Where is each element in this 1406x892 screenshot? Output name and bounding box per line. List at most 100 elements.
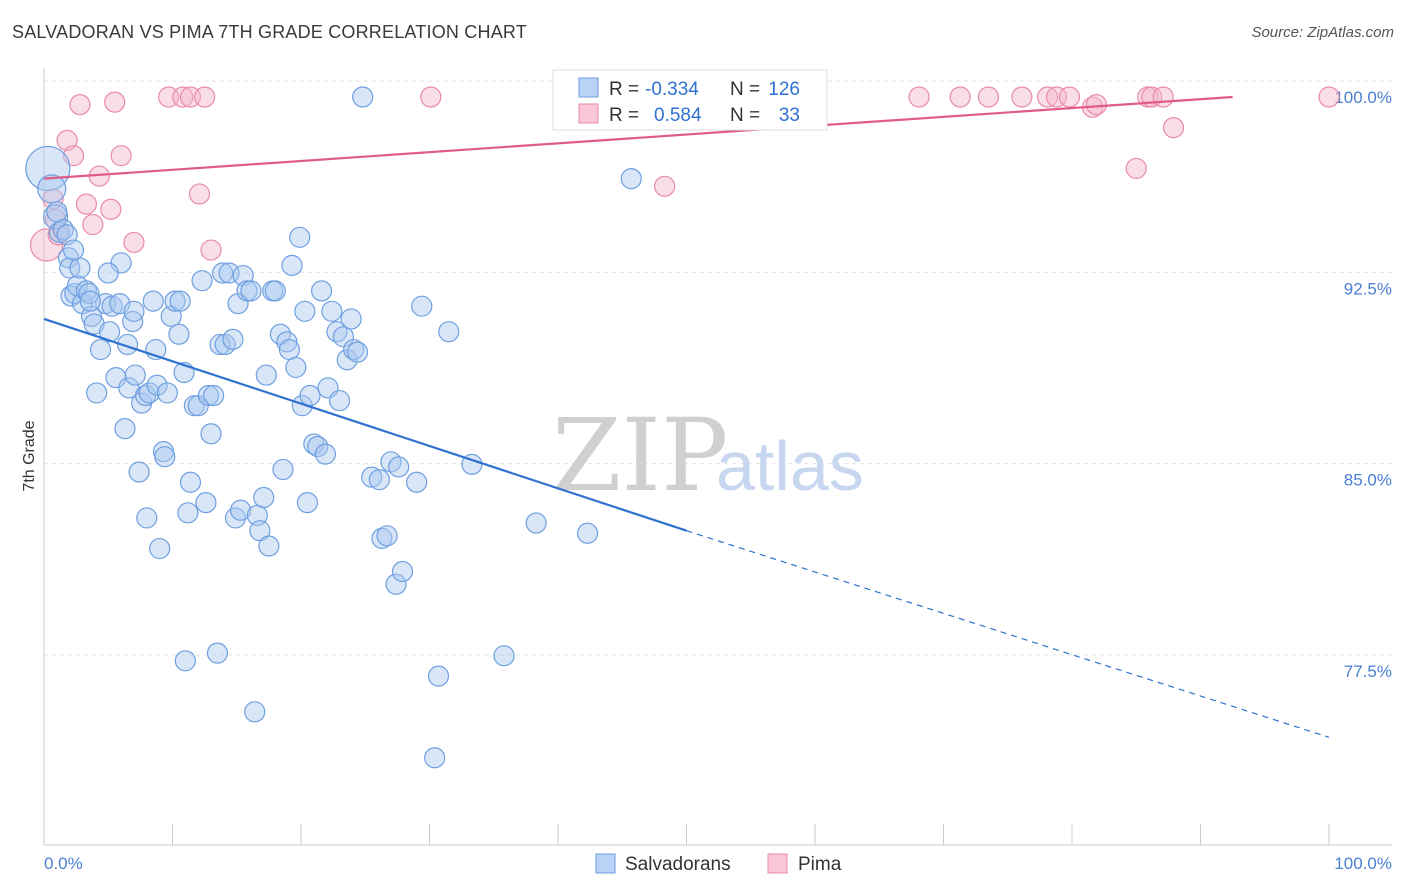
y-tick-label-1: 92.5%	[1344, 279, 1392, 298]
salvadoran-point-80	[281, 254, 303, 276]
salvadoran-point-75	[264, 280, 286, 302]
salvadoran-point-88	[307, 435, 329, 458]
salvadoran-point-21	[101, 295, 123, 317]
salvadoran-point-47	[177, 502, 199, 524]
salvadoran-point-17	[86, 382, 108, 404]
chart-title: SALVADORAN VS PIMA 7TH GRADE CORRELATION…	[12, 22, 527, 42]
salvadoran-point-79	[278, 338, 301, 361]
pima-point-12	[110, 145, 132, 167]
salvadoran-point-43	[164, 290, 186, 312]
salvadoran-point-95	[332, 326, 355, 348]
salvadoran-point-78	[276, 331, 298, 353]
salvadoran-point-0	[25, 145, 71, 192]
legend-swatch-pima	[578, 103, 599, 124]
salvadoran-point-26	[116, 333, 139, 356]
pima-trend-line	[43, 95, 1233, 180]
salvadoran-point-52	[195, 492, 217, 514]
pima-point-6	[69, 94, 91, 116]
axes	[43, 68, 1392, 846]
pima-point-10	[100, 198, 122, 220]
pima-point-36	[1318, 86, 1340, 108]
salvadoran-point-14	[78, 282, 100, 305]
pima-point-17	[188, 183, 211, 205]
salvadoran-point-61	[222, 328, 244, 350]
x-tick-label-min: 0.0%	[44, 854, 83, 873]
legend-n-label-1: N =	[730, 79, 760, 100]
pima-point-7	[75, 193, 98, 215]
legend-box: R = -0.334 N = 126 R = 0.584 N = 33	[552, 69, 828, 131]
salvadoran-point-124	[123, 300, 145, 322]
pima-point-31	[1125, 157, 1147, 180]
salvadoran-trend-extension	[686, 530, 1330, 738]
salvadoran-point-54	[200, 423, 222, 445]
salvadoran-point-109	[406, 471, 428, 493]
salvadoran-point-77	[272, 458, 294, 481]
salvadoran-point-100	[352, 86, 374, 108]
salvadoran-point-92	[321, 300, 343, 322]
salvadoran-point-51	[191, 270, 213, 292]
watermark-atlas: atlas	[716, 427, 864, 505]
salvadoran-point-98	[343, 338, 365, 361]
salvadoran-point-40	[154, 446, 176, 468]
y-tick-label-2: 85.0%	[1344, 471, 1392, 490]
pima-point-20	[420, 86, 442, 108]
salvadoran-point-125	[174, 650, 196, 672]
pima-point-21	[654, 175, 676, 197]
pima-point-28	[1058, 86, 1081, 108]
pima-point-19	[200, 239, 222, 261]
salvadoran-point-3	[48, 221, 71, 243]
pima-point-30	[1085, 94, 1108, 116]
salvadoran-point-97	[340, 308, 362, 330]
salvadoran-point-101	[361, 466, 383, 488]
trend-lines	[43, 95, 1330, 738]
salvadoran-point-89	[310, 280, 333, 302]
salvadoran-point-106	[385, 573, 407, 595]
bottom-legend: Salvadorans Pima	[595, 853, 842, 875]
salvadoran-point-56	[206, 642, 229, 664]
salvadoran-point-104	[376, 525, 398, 547]
salvadoran-point-57	[209, 333, 231, 356]
salvadoran-point-108	[391, 560, 414, 583]
pima-point-34	[1152, 86, 1174, 108]
salvadoran-point-16	[83, 313, 105, 335]
pima-point-27	[1045, 86, 1068, 108]
salvadoran-point-44	[168, 323, 190, 345]
source-label: Source: ZipAtlas.com	[1251, 24, 1394, 41]
salvadoran-point-72	[255, 364, 277, 386]
pima-point-0	[29, 228, 64, 262]
legend-r-value-1: -0.334	[645, 79, 699, 100]
legend-r-label-2: R =	[609, 105, 639, 126]
salvadoran-point-107	[388, 456, 410, 478]
salvadoran-point-68	[244, 701, 266, 723]
legend-n-value-1: 126	[768, 79, 800, 100]
legend-r-value-2: 0.584	[654, 105, 702, 126]
salvadoran-point-81	[285, 356, 307, 379]
salvadoran-point-35	[142, 290, 164, 312]
salvadoran-point-116	[525, 512, 547, 534]
salvadoran-point-102	[368, 469, 390, 491]
salvadoran-point-63	[227, 293, 249, 315]
grid-lines	[44, 80, 1392, 656]
pima-point-11	[104, 91, 126, 113]
pima-point-15	[172, 86, 194, 108]
y-tick-labels: 100.0% 92.5% 85.0% 77.5%	[1334, 88, 1392, 681]
salvadoran-point-67	[240, 280, 262, 302]
pima-point-24	[977, 86, 1000, 108]
salvadoran-point-111	[424, 747, 446, 769]
pima-point-22	[908, 86, 930, 108]
pima-point-23	[949, 86, 971, 108]
pima-point-18	[194, 86, 216, 108]
pima-points	[29, 86, 1340, 262]
y-tick-label-3: 77.5%	[1344, 662, 1392, 681]
salvadoran-point-25	[114, 418, 136, 440]
legend-swatch-salvadorans	[578, 77, 599, 98]
pima-point-26	[1036, 86, 1059, 108]
y-tick-label-0: 100.0%	[1334, 88, 1392, 107]
salvadoran-point-119	[620, 168, 642, 190]
salvadoran-point-94	[328, 389, 351, 412]
pima-point-13	[123, 231, 145, 254]
legend-r-label-1: R =	[609, 79, 639, 100]
salvadoran-point-48	[179, 471, 202, 493]
salvadoran-point-38	[149, 537, 171, 560]
